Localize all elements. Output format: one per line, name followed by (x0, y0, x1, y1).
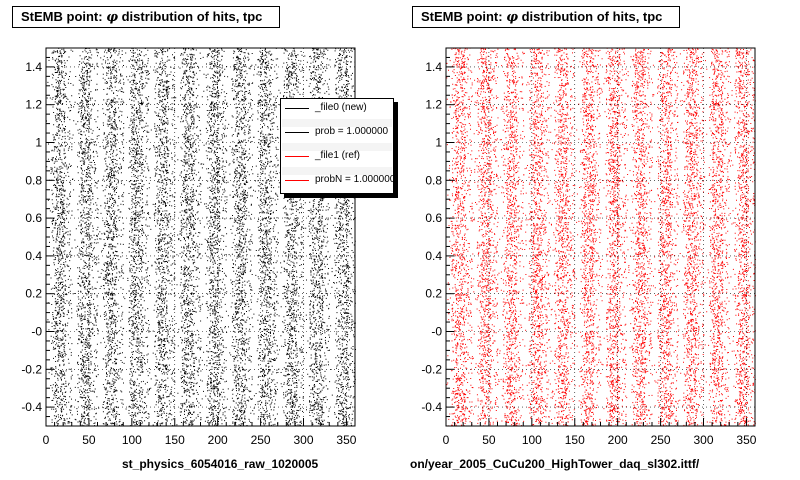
x-tick-label: 100 (522, 433, 542, 447)
y-tick-label: 0.8 (425, 173, 442, 187)
y-tick-label: 0.4 (425, 249, 442, 263)
legend-label-prob: prob = 1.000000 (315, 126, 389, 137)
right-plot: 0 50 100 150 200 250 300 350 -0.4 -0.2 -0 0.2 0.4 0.6… (421, 47, 757, 447)
plot-area (446, 48, 755, 426)
x-tick-label: 250 (651, 433, 671, 447)
x-tick-label: 150 (565, 433, 585, 447)
x-tick-label: 200 (208, 433, 228, 447)
x-tick-label: 300 (293, 433, 313, 447)
legend-band (282, 143, 392, 151)
legend-entry-probN: probN = 1.000000 (281, 173, 396, 187)
right-footer-filename: on/year_2005_CuCu200_HighTower_daq_sl302… (410, 457, 700, 471)
y-tick-label: -0 (31, 325, 42, 339)
x-tick-label: 0 (443, 433, 450, 447)
y-tick-label: 1.2 (425, 98, 442, 112)
right-title-suffix: distribution of hits, tpc (517, 9, 663, 24)
x-tick-label: 350 (736, 433, 756, 447)
legend-label-file0: _file0 (new) (315, 102, 367, 113)
x-tick-label: 300 (693, 433, 713, 447)
x-tick-label: 50 (482, 433, 496, 447)
legend-label-probN: probN = 1.000000 (315, 174, 396, 185)
y-tick-label: -0.2 (21, 362, 42, 376)
y-tick-label: 0.6 (25, 211, 42, 225)
legend-band (282, 167, 392, 175)
legend-entry-prob: prob = 1.000000 (281, 125, 393, 139)
x-tick-label: 100 (122, 433, 142, 447)
y-tick-label: 1.4 (425, 60, 442, 74)
y-tick-label: 0.2 (425, 287, 442, 301)
y-tick-label: 0.4 (25, 249, 42, 263)
left-title-prefix: StEMB point: (21, 9, 107, 24)
x-tick-label: 150 (165, 433, 185, 447)
y-tick-label: -0.2 (421, 362, 442, 376)
y-tick-label: 1.4 (25, 60, 42, 74)
x-tick-label: 0 (43, 433, 50, 447)
y-tick-label: 0.2 (25, 287, 42, 301)
left-plot-title: StEMB point: φ distribution of hits, tpc (12, 6, 280, 28)
y-tick-label: -0.4 (421, 400, 442, 414)
y-tick-label: 1 (35, 136, 42, 150)
y-tick-label: 1 (435, 136, 442, 150)
y-tick-label: 0.8 (25, 173, 42, 187)
y-tick-label: 0.6 (425, 211, 442, 225)
legend-label-file1: _file1 (ref) (315, 150, 361, 161)
hit-points (446, 47, 756, 427)
legend-line-red (285, 156, 309, 157)
legend-entry-file0: _file0 (new) (281, 101, 393, 115)
left-title-suffix: distribution of hits, tpc (117, 9, 263, 24)
legend-entry-file1: _file1 (ref) (281, 149, 393, 163)
legend: _file0 (new) prob = 1.000000 _file1 (ref… (280, 98, 396, 194)
left-footer-filename: st_physics_6054016_raw_1020005 (122, 457, 319, 471)
legend-line-black (285, 108, 309, 109)
left-title-phi-symbol: φ (106, 10, 118, 25)
legend-band (282, 119, 392, 127)
y-tick-label: -0.4 (21, 400, 42, 414)
legend-line-red (285, 180, 309, 181)
y-tick-label: -0 (431, 325, 442, 339)
right-title-prefix: StEMB point: (421, 9, 507, 24)
right-title-phi-symbol: φ (506, 10, 518, 25)
legend-line-black (285, 132, 309, 133)
x-tick-label: 50 (82, 433, 96, 447)
x-tick-label: 350 (336, 433, 356, 447)
x-tick-label: 200 (608, 433, 628, 447)
y-tick-label: 1.2 (25, 98, 42, 112)
right-plot-title: StEMB point: φ distribution of hits, tpc (412, 6, 680, 28)
x-tick-label: 250 (251, 433, 271, 447)
